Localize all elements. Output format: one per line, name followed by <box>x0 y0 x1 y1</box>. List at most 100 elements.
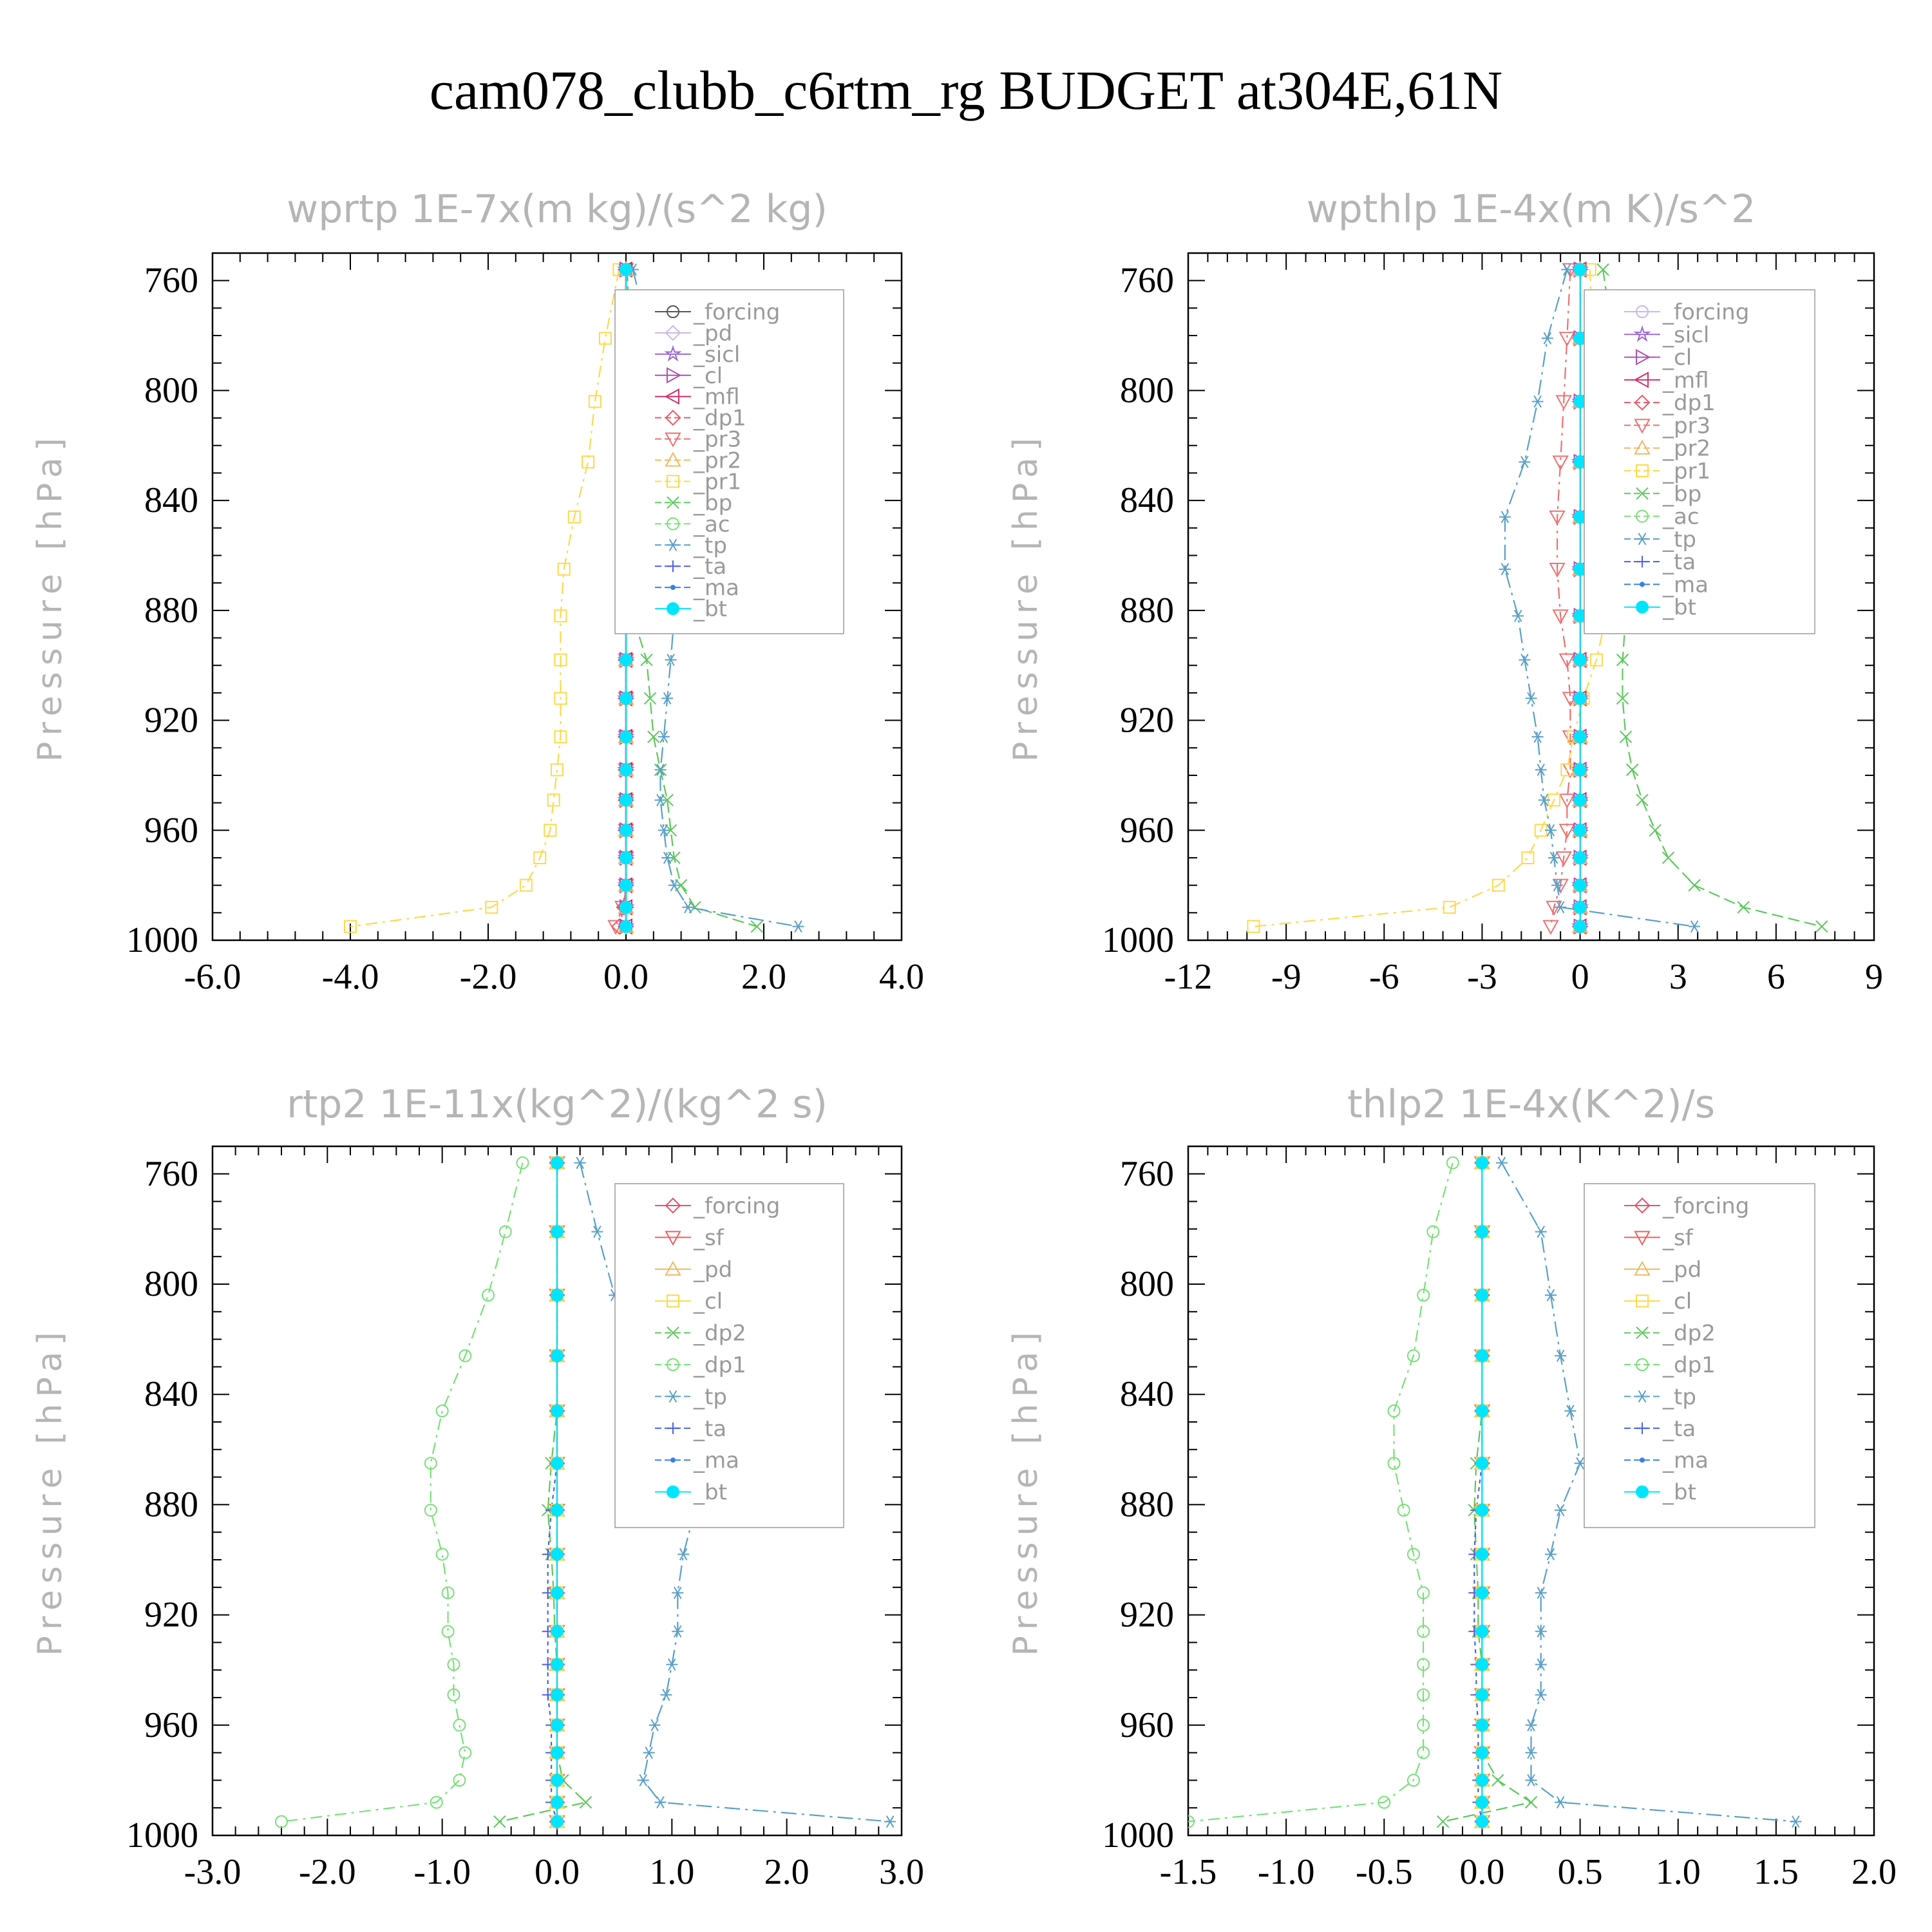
data-point <box>643 692 657 705</box>
legend-label: _bt <box>693 596 727 622</box>
data-point <box>1475 1404 1489 1417</box>
legend-marker <box>1636 533 1648 545</box>
legend-marker <box>1636 509 1649 523</box>
data-point <box>516 1156 529 1170</box>
legend-label: _forcing <box>1662 299 1749 325</box>
x-tick-label: -2.0 <box>299 1852 356 1892</box>
legend-box <box>1584 289 1815 634</box>
data-point <box>1626 763 1639 777</box>
data-point <box>1558 824 1575 839</box>
data-point <box>551 763 564 777</box>
legend-entry: _tp <box>1624 1384 1696 1410</box>
data-point <box>1544 1548 1557 1560</box>
legend-marker <box>667 1485 679 1499</box>
x-tick-label: -1.0 <box>413 1852 471 1892</box>
legend-marker <box>667 1358 679 1371</box>
legend-marker <box>667 475 679 488</box>
data-point <box>1417 1586 1430 1600</box>
legend-marker <box>1634 1231 1651 1246</box>
data-point <box>1619 730 1633 743</box>
data-point <box>1436 1815 1450 1828</box>
data-point <box>1558 653 1575 668</box>
y-tick-label: 1000 <box>126 920 198 960</box>
legend-marker <box>667 517 679 531</box>
x-tick-label: -6.0 <box>184 957 242 997</box>
data-point <box>647 730 660 743</box>
data-point <box>1417 1658 1430 1671</box>
data-point <box>1495 1157 1508 1170</box>
legend-label: _dp2 <box>693 1321 746 1347</box>
legend-marker <box>1636 305 1649 318</box>
legend-label: _bt <box>693 1480 727 1506</box>
data-point <box>1555 1349 1567 1362</box>
data-point <box>1535 1689 1547 1701</box>
data-point <box>1406 1548 1420 1561</box>
data-point <box>1475 1289 1489 1302</box>
legend-marker <box>667 1294 679 1308</box>
data-point <box>588 395 601 408</box>
plot-frame <box>1187 1145 1875 1837</box>
x-tick-label: 3.0 <box>879 1852 924 1892</box>
legend-entry: _dp1 <box>655 406 746 431</box>
data-point <box>1535 1226 1547 1238</box>
data-point <box>1549 562 1566 578</box>
legend-marker <box>664 345 682 362</box>
data-point <box>637 1774 649 1786</box>
y-tick-label: 760 <box>1120 261 1174 301</box>
data-point <box>620 653 632 667</box>
y-tick-label: 960 <box>144 1705 198 1745</box>
legend-label: _ma <box>693 1448 739 1473</box>
x-tick-label: -3.0 <box>184 1852 242 1892</box>
data-point <box>658 824 670 837</box>
x-tick-label: 1.0 <box>649 1852 694 1892</box>
data-point <box>640 653 653 667</box>
x-tick-label: 0.5 <box>1558 1852 1603 1892</box>
data-point <box>554 609 567 623</box>
legend-marker <box>1636 487 1649 500</box>
data-point <box>482 1289 495 1302</box>
legend-entry: _ac <box>655 511 730 537</box>
x-tick-label: -2.0 <box>460 957 517 997</box>
y-tick-label: 1000 <box>1102 920 1174 960</box>
legend-label: _pr3 <box>693 427 741 453</box>
data-point <box>574 1157 586 1170</box>
y-tick-label: 840 <box>1120 1374 1174 1414</box>
x-tick-label: 4.0 <box>879 957 924 997</box>
panel-title: wprtp 1E-7x(m kg)/(s^2 kg) <box>287 187 828 232</box>
data-point <box>620 763 632 777</box>
data-point <box>620 900 632 914</box>
legend-entry: _sf <box>1624 1225 1694 1251</box>
legend-entry: _pd <box>655 1257 732 1283</box>
series-tp <box>1495 1157 1802 1828</box>
legend-entry: _cl <box>1624 1289 1692 1314</box>
legend-marker <box>670 1457 676 1463</box>
legend-marker <box>665 1231 681 1246</box>
data-point <box>1417 1289 1430 1302</box>
data-point <box>493 1815 506 1828</box>
data-point <box>1551 879 1564 892</box>
legend-marker <box>1636 1294 1649 1308</box>
data-point <box>551 1795 564 1809</box>
legend-label: _bt <box>1662 595 1696 621</box>
data-point <box>884 1815 896 1828</box>
data-point <box>441 1586 455 1600</box>
legend-entry: _sf <box>655 1225 724 1251</box>
legend-marker <box>665 451 681 467</box>
data-point <box>1535 1586 1547 1599</box>
legend-marker <box>1634 419 1651 434</box>
legend-label: _pr2 <box>1662 436 1710 462</box>
y-tick-label: 920 <box>144 701 198 741</box>
data-point <box>1541 332 1553 345</box>
data-point <box>1535 1658 1547 1671</box>
data-point <box>1573 653 1587 667</box>
y-tick-label: 840 <box>144 480 198 520</box>
legend-entry: _mfl <box>1624 368 1709 393</box>
data-point <box>1561 263 1573 276</box>
data-point <box>591 1226 603 1238</box>
series-line <box>1501 1162 1796 1823</box>
data-point <box>665 654 677 667</box>
series-dp1 <box>1188 1156 1459 1828</box>
data-point <box>1688 878 1701 892</box>
y-tick-label: 880 <box>144 591 198 630</box>
legend-label: _bp <box>693 490 732 516</box>
